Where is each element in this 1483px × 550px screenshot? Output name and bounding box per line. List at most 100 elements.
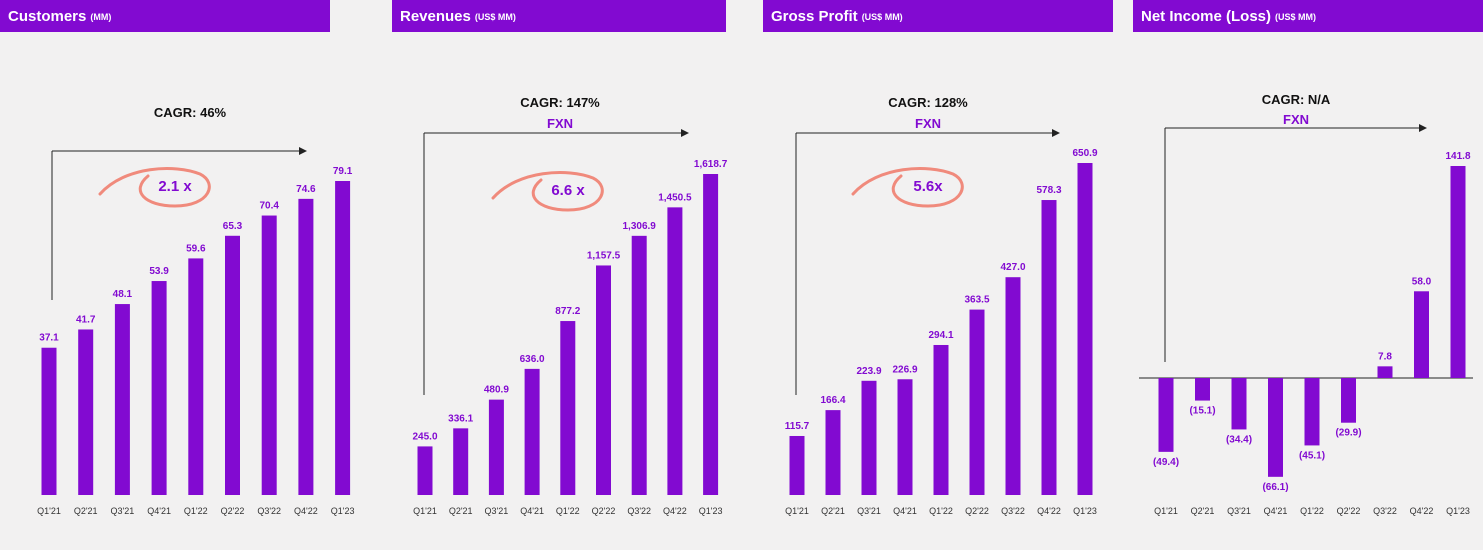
growth-multiplier: 2.1 x <box>158 178 192 195</box>
data-label: (66.1) <box>1262 482 1288 493</box>
x-tick-label: Q3'22 <box>1373 506 1397 516</box>
x-tick-label: Q4'21 <box>893 506 917 516</box>
bar <box>1195 378 1210 401</box>
panel-revenues: Revenues (US$ MM) CAGR: 147% FXN 6.6 x 245.… <box>392 0 752 550</box>
growth-multiplier: 6.6 x <box>551 182 585 199</box>
bar <box>703 174 719 495</box>
x-tick-label: Q3'21 <box>111 506 135 516</box>
chart-gross-profit: CAGR: 128% FXN 5.6x 115.7 Q1'21 166.4 Q2'21 223… <box>785 95 1098 516</box>
x-tick-label: Q4'21 <box>1264 506 1288 516</box>
x-tick-label: Q1'21 <box>785 506 809 516</box>
bar <box>933 344 949 495</box>
bar <box>225 235 240 495</box>
x-tick-label: Q4'21 <box>147 506 171 516</box>
bar <box>78 329 94 495</box>
x-tick-label: Q4'21 <box>520 506 544 516</box>
bar <box>298 198 314 495</box>
x-tick-label: Q1'22 <box>1300 506 1324 516</box>
bar <box>261 215 277 496</box>
x-tick-label: Q1'22 <box>184 506 208 516</box>
x-tick-label: Q1'23 <box>699 506 723 516</box>
data-label: 877.2 <box>555 306 580 317</box>
x-tick-label: Q2'22 <box>965 506 989 516</box>
cagr-label: CAGR: N/A <box>1262 92 1331 107</box>
bar <box>114 304 130 495</box>
bar <box>151 281 167 495</box>
data-label: (34.4) <box>1226 434 1252 445</box>
data-label: 1,450.5 <box>658 192 692 203</box>
data-label: 427.0 <box>1000 262 1025 273</box>
bar <box>188 258 204 495</box>
data-label: 650.9 <box>1072 148 1097 159</box>
data-label: 58.0 <box>1412 276 1432 287</box>
panel-unit: (US$ MM) <box>861 12 903 22</box>
chart-revenues: CAGR: 147% FXN 6.6 x 245.0 Q1'21 336.1 Q2'21 48… <box>412 95 728 516</box>
x-tick-label: Q2'21 <box>74 506 98 516</box>
data-label: 363.5 <box>964 295 989 306</box>
cagr-arrow-head <box>1052 129 1060 137</box>
panel-header: Customers (MM) <box>0 0 330 32</box>
cagr-label: CAGR: 147% <box>520 95 600 110</box>
data-label: 294.1 <box>928 330 953 341</box>
panel-header: Net Income (Loss) (US$ MM) <box>1133 0 1483 32</box>
bar <box>631 235 647 495</box>
panel-title: Gross Profit <box>771 7 858 25</box>
highlight-circle-icon <box>98 167 211 208</box>
panel-unit: (US$ MM) <box>474 12 516 22</box>
data-label: (29.9) <box>1335 428 1361 439</box>
data-label: 223.9 <box>856 366 881 377</box>
chart-net-income: CAGR: N/A FXN (49.4) Q1'21 (15.1) Q2'21 (34.4)… <box>1139 92 1473 516</box>
x-tick-label: Q3'22 <box>1001 506 1025 516</box>
x-tick-label: Q1'21 <box>1154 506 1178 516</box>
cagr-arrow-head <box>1419 124 1427 132</box>
bar <box>453 428 469 495</box>
bar <box>1005 277 1021 495</box>
bar <box>596 265 611 495</box>
bar <box>524 368 540 495</box>
panel-title: Customers <box>8 7 87 25</box>
data-label: 48.1 <box>113 289 133 300</box>
x-tick-label: Q4'22 <box>1410 506 1434 516</box>
data-label: 636.0 <box>520 354 545 365</box>
bar <box>41 347 57 495</box>
growth-multiplier: 5.6x <box>913 178 943 195</box>
data-label: 1,157.5 <box>587 250 621 261</box>
bar <box>897 379 913 495</box>
x-tick-label: Q1'23 <box>1446 506 1470 516</box>
bar <box>1377 366 1393 378</box>
cagr-label: CAGR: 128% <box>888 95 968 110</box>
data-label: 115.7 <box>785 421 810 432</box>
bar <box>1268 378 1283 477</box>
x-tick-label: Q1'22 <box>929 506 953 516</box>
bar <box>1158 378 1174 452</box>
x-tick-label: Q4'22 <box>1037 506 1061 516</box>
x-tick-label: Q3'22 <box>627 506 651 516</box>
bar <box>1041 200 1057 495</box>
fxn-label: FXN <box>1283 112 1309 127</box>
data-label: 1,618.7 <box>694 159 728 170</box>
bar <box>969 309 985 495</box>
data-label: 59.6 <box>186 243 206 254</box>
cagr-arrow-head <box>299 147 307 155</box>
data-label: 245.0 <box>412 431 437 442</box>
data-label: 74.6 <box>296 184 316 195</box>
bar <box>1304 378 1320 446</box>
data-label: 53.9 <box>149 266 169 277</box>
data-label: 336.1 <box>448 413 473 424</box>
panel-title: Net Income (Loss) <box>1141 7 1272 25</box>
bar <box>1450 166 1466 378</box>
x-tick-label: Q2'21 <box>1191 506 1215 516</box>
x-tick-label: Q2'21 <box>449 506 473 516</box>
data-label: 226.9 <box>892 364 917 375</box>
panel-header: Gross Profit (US$ MM) <box>763 0 1113 32</box>
data-label: 65.3 <box>223 221 243 232</box>
x-tick-label: Q2'22 <box>1337 506 1361 516</box>
x-tick-label: Q3'22 <box>257 506 281 516</box>
panel-title: Revenues <box>400 7 471 25</box>
x-tick-label: Q1'22 <box>556 506 580 516</box>
x-tick-label: Q1'21 <box>37 506 61 516</box>
data-label: 578.3 <box>1036 185 1061 196</box>
highlight-circle-icon <box>851 167 964 208</box>
data-label: 166.4 <box>820 395 845 406</box>
bar <box>417 446 433 495</box>
